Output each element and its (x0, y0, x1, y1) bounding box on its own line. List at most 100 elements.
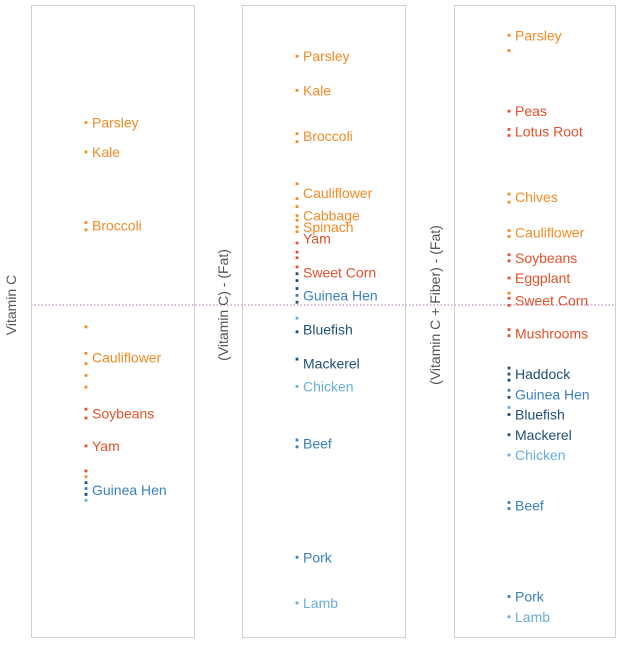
data-point (507, 378, 511, 382)
data-point (84, 407, 88, 411)
data-point (507, 372, 511, 376)
data-point (507, 453, 511, 457)
data-point (295, 385, 299, 388)
point-label: Soybeans (515, 250, 577, 266)
data-point (295, 54, 299, 58)
data-point (507, 366, 511, 370)
panel-frame (454, 5, 616, 638)
chart-panel-1: Vitamin C Parsley Kale Broccoli Cauliflower S… (3, 5, 195, 638)
data-point (507, 433, 511, 437)
data-point (507, 200, 511, 204)
point-label: Cauliflower (92, 350, 162, 366)
point-label: Cauliflower (515, 225, 585, 241)
data-point (507, 388, 511, 392)
data-point (507, 406, 511, 409)
point-label: Parsley (515, 27, 562, 43)
point-label: Sweet Corn (515, 292, 588, 308)
data-point (295, 197, 299, 200)
point-label: Pork (303, 549, 333, 565)
data-point (84, 351, 88, 355)
data-point (507, 291, 511, 295)
data-point (295, 89, 299, 92)
data-point (295, 438, 299, 442)
point-label: Cabbage (303, 208, 360, 224)
data-point (295, 287, 299, 290)
data-point (507, 134, 511, 137)
data-point (507, 296, 511, 300)
point-label: Kale (303, 82, 331, 98)
data-point (507, 334, 511, 338)
data-point (295, 445, 299, 449)
chart-panel-2: (Vitamin C) - (Fat) Parsley Kale Broccoli Ca… (215, 5, 406, 638)
point-label: Eggplant (515, 270, 570, 286)
point-label: Beef (303, 435, 332, 451)
point-label: Guinea Hen (303, 287, 378, 303)
panel-frame (242, 5, 406, 638)
point-label: Chicken (303, 378, 354, 394)
point-label: Mushrooms (515, 326, 588, 342)
data-point (295, 265, 299, 269)
data-point (295, 241, 299, 245)
data-point (507, 109, 511, 113)
data-point (84, 444, 88, 448)
data-point (295, 357, 299, 361)
point-label: Broccoli (303, 128, 353, 144)
data-point (295, 140, 299, 144)
point-label: Yam (303, 230, 331, 246)
data-point (84, 498, 88, 502)
point-label: Chives (515, 189, 558, 205)
point-label: Parsley (303, 48, 350, 64)
data-point (507, 33, 511, 37)
point-label: Spinach (303, 219, 354, 235)
data-point (507, 328, 511, 331)
data-point (295, 132, 299, 136)
data-point (84, 325, 88, 329)
data-point (295, 330, 299, 334)
data-point (295, 182, 299, 186)
data-point (84, 150, 88, 154)
point-label: Kale (92, 144, 120, 160)
data-point (84, 475, 88, 479)
data-point (84, 228, 88, 232)
data-point (507, 507, 511, 510)
data-point (507, 303, 511, 307)
data-point (507, 501, 511, 504)
point-label: Chicken (515, 447, 566, 463)
point-label: Broccoli (92, 217, 142, 233)
data-point (84, 469, 88, 473)
data-point (84, 493, 88, 496)
point-label: Parsley (92, 115, 139, 131)
point-label: Cauliflower (303, 185, 373, 201)
y-axis-label: (Vitamin C) - (Fat) (215, 249, 231, 361)
data-point (295, 256, 299, 260)
data-point (84, 362, 88, 366)
chart-panel-3: (Vitamin C + Fiber) - (Fat) Parsley Peas Lo… (427, 5, 616, 638)
point-label: Lotus Root (515, 123, 583, 139)
data-point (507, 49, 511, 52)
point-label: Beef (515, 498, 544, 514)
point-label: Peas (515, 103, 547, 119)
data-point (295, 316, 299, 320)
point-label: Lamb (515, 609, 550, 625)
point-label: Guinea Hen (92, 482, 167, 498)
data-point (295, 272, 299, 276)
data-point (295, 279, 299, 282)
data-point (507, 235, 511, 238)
panel-frame (31, 5, 195, 638)
data-point (507, 276, 511, 280)
data-point (84, 373, 88, 377)
data-point (84, 121, 88, 124)
point-label: Soybeans (92, 406, 154, 422)
data-point (295, 250, 299, 254)
data-point (84, 416, 88, 420)
data-point (84, 221, 88, 224)
point-label: Haddock (515, 366, 571, 382)
data-point (507, 395, 511, 399)
y-axis-label: (Vitamin C + Fiber) - (Fat) (427, 225, 443, 385)
data-point (295, 300, 299, 304)
point-label: Yam (92, 438, 120, 454)
point-label: Guinea Hen (515, 386, 590, 402)
data-point (507, 127, 511, 131)
data-point (295, 214, 299, 218)
